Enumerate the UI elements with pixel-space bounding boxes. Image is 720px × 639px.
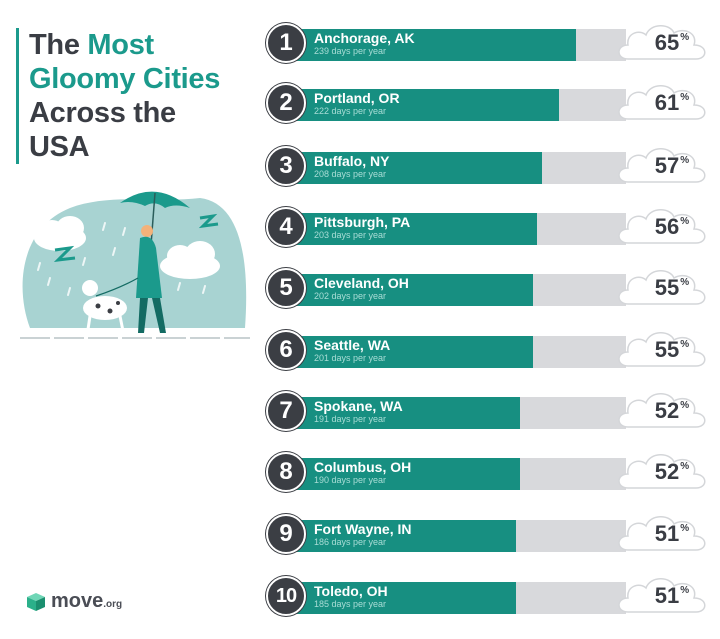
city-name: Pittsburgh, PA: [314, 214, 411, 230]
move-org-logo[interactable]: move.org: [26, 590, 122, 613]
rank-badge: 4: [266, 207, 306, 247]
city-name: Cleveland, OH: [314, 275, 409, 291]
city-name: Buffalo, NY: [314, 153, 390, 169]
city-name: Toledo, OH: [314, 583, 388, 599]
days-per-year: 186 days per year: [314, 537, 387, 547]
rank-badge: 1: [266, 23, 306, 63]
days-per-year: 208 days per year: [314, 169, 387, 179]
cloud-icon: [34, 216, 220, 279]
cloud-icon: [618, 148, 706, 183]
percent-value: 57%: [654, 153, 690, 178]
days-per-year: 185 days per year: [314, 599, 387, 609]
percent-value: 55%: [654, 337, 690, 362]
cloud-icon: [618, 85, 706, 120]
cloud-icon: [618, 393, 706, 428]
chart-row: 2 Portland, OR 222 days per year 61%: [266, 81, 716, 125]
percent-value: 52%: [654, 398, 690, 423]
days-per-year: 222 days per year: [314, 106, 387, 116]
percent-value: 56%: [654, 214, 690, 239]
bar-fill: [296, 336, 533, 368]
rank-badge: 7: [266, 391, 306, 431]
rain-drops: [37, 222, 206, 296]
rainy-walk-illustration: [20, 191, 250, 339]
days-per-year: 203 days per year: [314, 230, 387, 240]
percent-value: 55%: [654, 275, 690, 300]
city-name: Anchorage, AK: [314, 30, 415, 46]
cube-icon: [27, 592, 45, 611]
rank-badge: 5: [266, 268, 306, 308]
percent-value: 51%: [654, 521, 690, 546]
bar-fill: [296, 397, 520, 429]
percent-value: 52%: [654, 459, 690, 484]
city-name: Seattle, WA: [314, 337, 391, 353]
rank-badge: 2: [266, 83, 306, 123]
page-title: The Most Gloomy Cities Across the USA: [16, 28, 220, 164]
city-name: Fort Wayne, IN: [314, 521, 412, 537]
cloud-icon: [618, 270, 706, 305]
days-per-year: 190 days per year: [314, 475, 387, 485]
chart-row: 1 Anchorage, AK 239 days per year 65%: [266, 21, 716, 65]
days-per-year: 202 days per year: [314, 291, 387, 301]
percent-value: 51%: [654, 583, 690, 608]
city-name: Portland, OR: [314, 90, 400, 106]
bar-fill: [296, 520, 516, 552]
rank-badge: 8: [266, 452, 306, 492]
bar-fill: [296, 29, 576, 61]
cloud-icon: [618, 25, 706, 60]
cloud-icon: [618, 516, 706, 551]
days-per-year: 239 days per year: [314, 46, 387, 56]
city-name: Columbus, OH: [314, 459, 412, 475]
cloud-icon: [618, 209, 706, 244]
lightning-icon: [53, 213, 219, 262]
bar-fill: [296, 152, 542, 184]
rank-badge: 10: [266, 576, 306, 616]
chart-row: 8 Columbus, OH 190 days per year 52%: [266, 450, 716, 494]
percent-value: 65%: [654, 30, 690, 55]
cloud-icon: [618, 578, 706, 613]
bar-fill: [296, 213, 537, 245]
days-per-year: 191 days per year: [314, 414, 387, 424]
chart-row: 7 Spokane, WA 191 days per year 52%: [266, 389, 716, 433]
bar-fill: [296, 582, 516, 614]
rank-badge: 9: [266, 514, 306, 554]
chart-row: 5 Cleveland, OH 202 days per year 55%: [266, 266, 716, 310]
rank-badge: 3: [266, 146, 306, 186]
bar-fill: [296, 458, 520, 490]
chart-row: 10 Toledo, OH 185 days per year 51%: [266, 574, 716, 618]
bar-fill: [296, 89, 559, 121]
rank-badge: 6: [266, 330, 306, 370]
chart-row: 6 Seattle, WA 201 days per year 55%: [266, 328, 716, 372]
percent-value: 61%: [654, 90, 690, 115]
cloud-icon: [618, 332, 706, 367]
days-per-year: 201 days per year: [314, 353, 387, 363]
city-name: Spokane, WA: [314, 398, 403, 414]
chart-row: 9 Fort Wayne, IN 186 days per year 51%: [266, 512, 716, 556]
chart-row: 4 Pittsburgh, PA 203 days per year 56%: [266, 205, 716, 249]
cloud-icon: [618, 454, 706, 489]
bar-fill: [296, 274, 533, 306]
chart-row: 3 Buffalo, NY 208 days per year 57%: [266, 144, 716, 188]
